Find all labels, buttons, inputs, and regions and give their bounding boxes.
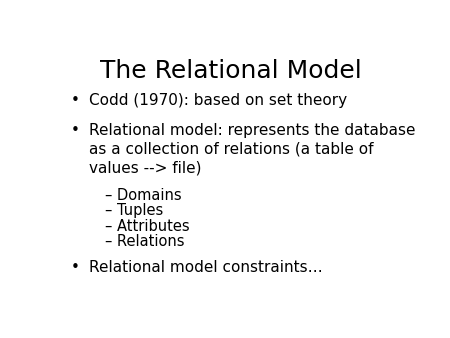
Text: Codd (1970): based on set theory: Codd (1970): based on set theory <box>90 93 347 107</box>
Text: The Relational Model: The Relational Model <box>100 59 361 83</box>
Text: •: • <box>71 93 80 107</box>
Text: •: • <box>71 261 80 275</box>
Text: – Domains: – Domains <box>105 188 182 202</box>
Text: – Relations: – Relations <box>105 235 184 249</box>
Text: Relational model: represents the database
as a collection of relations (a table : Relational model: represents the databas… <box>90 123 416 176</box>
Text: Relational model constraints…: Relational model constraints… <box>90 261 323 275</box>
Text: – Tuples: – Tuples <box>105 203 163 218</box>
Text: – Attributes: – Attributes <box>105 219 190 234</box>
Text: •: • <box>71 123 80 138</box>
